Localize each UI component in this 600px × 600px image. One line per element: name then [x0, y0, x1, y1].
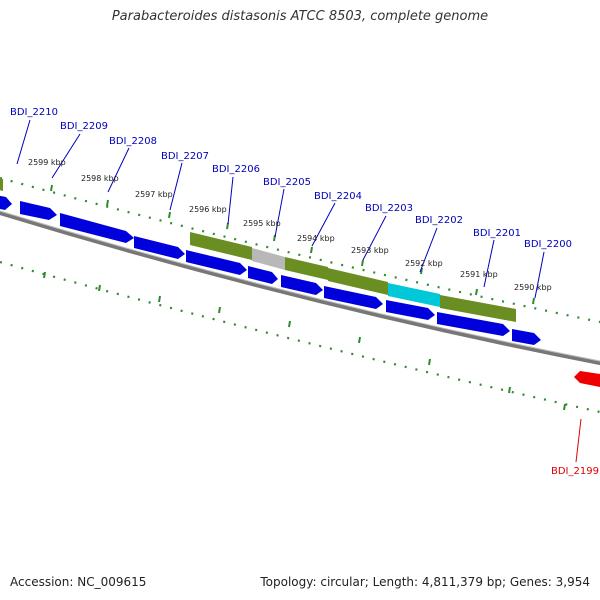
gene-label[interactable]: BDI_2208 — [109, 136, 157, 147]
gene-label[interactable]: BDI_2203 — [365, 203, 413, 214]
map-title: Parabacteroides distasonis ATCC 8503, co… — [111, 9, 489, 24]
kbp-label: 2598 kbp — [81, 174, 119, 183]
gene-feature[interactable] — [440, 295, 516, 322]
gene-labels: BDI_2210 BDI_2209 BDI_2208 BDI_2207 BDI_… — [10, 107, 599, 477]
kbp-label: 2590 kbp — [514, 283, 552, 292]
outer-tick-ring — [0, 176, 600, 324]
gene-label[interactable]: BDI_2201 — [473, 228, 521, 239]
gene-feature[interactable] — [248, 266, 278, 284]
gene-feature[interactable] — [252, 248, 285, 270]
gene-feature[interactable] — [281, 275, 323, 295]
major-ticks — [50, 184, 535, 305]
gene-label[interactable]: BDI_2204 — [314, 191, 362, 202]
gene-feature[interactable] — [324, 286, 383, 309]
reverse-strand-genes — [0, 177, 516, 322]
gene-feature[interactable] — [186, 250, 247, 275]
gene-feature[interactable] — [512, 329, 541, 345]
inner-major-ticks — [43, 271, 566, 411]
gene-feature[interactable] — [0, 195, 12, 210]
kbp-label: 2595 kbp — [243, 219, 281, 228]
gene-feature[interactable] — [386, 300, 435, 320]
gene-label[interactable]: BDI_2205 — [263, 177, 311, 188]
gene-label[interactable]: BDI_2200 — [524, 239, 572, 250]
kbp-label: 2597 kbp — [135, 190, 173, 199]
genome-summary-text: Topology: circular; Length: 4,811,379 bp… — [260, 575, 590, 589]
gene-feature[interactable] — [388, 283, 440, 307]
gene-feature[interactable] — [190, 232, 252, 260]
gene-feature[interactable] — [134, 236, 185, 259]
gene-label[interactable]: BDI_2209 — [60, 121, 108, 132]
gene-feature[interactable] — [20, 201, 57, 220]
kbp-label: 2591 kbp — [460, 270, 498, 279]
leader-lines — [16, 119, 582, 463]
gene-label[interactable]: BDI_2199 — [551, 466, 599, 477]
gene-feature[interactable] — [574, 371, 600, 387]
accession-text: Accession: NC_009615 — [10, 575, 147, 589]
kbp-label: 2594 kbp — [297, 234, 335, 243]
gene-label[interactable]: BDI_2210 — [10, 107, 58, 118]
genome-backbone — [0, 210, 600, 366]
gene-feature[interactable] — [285, 257, 328, 280]
gene-label[interactable]: BDI_2202 — [415, 215, 463, 226]
gene-feature[interactable] — [437, 312, 510, 336]
genome-backbone-highlight — [0, 210, 600, 362]
gene-feature[interactable] — [0, 177, 3, 191]
gene-label[interactable]: BDI_2206 — [212, 164, 260, 175]
kbp-label: 2593 kbp — [351, 246, 389, 255]
gene-feature[interactable] — [328, 268, 388, 295]
gene-feature[interactable] — [60, 213, 134, 243]
forward-strand-genes — [0, 195, 600, 387]
kbp-label: 2592 kbp — [405, 259, 443, 268]
gene-label[interactable]: BDI_2207 — [161, 151, 209, 162]
kbp-label: 2596 kbp — [189, 205, 227, 214]
kbp-labels: 2599 kbp 2598 kbp 2597 kbp 2596 kbp 2595… — [28, 158, 552, 292]
kbp-label: 2599 kbp — [28, 158, 66, 167]
